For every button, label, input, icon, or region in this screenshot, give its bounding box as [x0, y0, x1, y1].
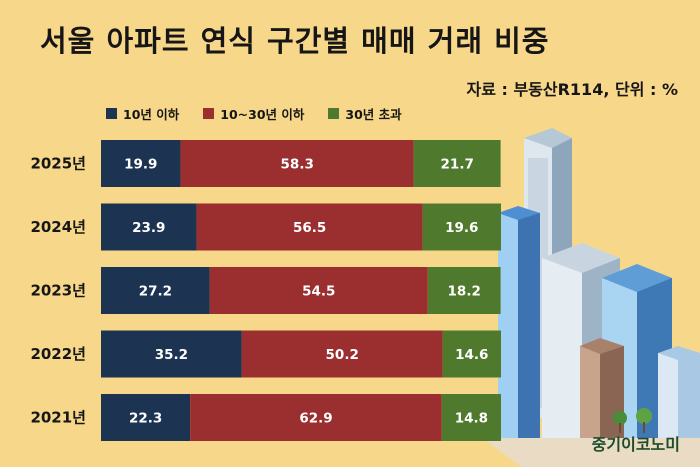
bar-value-label: 19.6	[445, 220, 478, 236]
source-note: 자료 : 부동산R114, 단위 : %	[466, 80, 678, 99]
year-label: 2022년	[30, 345, 86, 363]
year-label: 2025년	[30, 155, 86, 173]
legend-label-10-30y: 10~30년 이하	[220, 107, 305, 122]
bar-value-label: 21.7	[441, 157, 474, 173]
bar-segment-10-30y	[190, 394, 442, 441]
year-label: 2021년	[30, 409, 86, 427]
bar-value-label: 35.2	[155, 347, 188, 363]
year-label: 2023년	[30, 282, 86, 300]
legend-label-10y-under: 10년 이하	[123, 107, 180, 122]
bar-segment-30y-over	[442, 330, 501, 378]
bar-segment-30y-over	[427, 267, 501, 314]
bar-value-label: 50.2	[326, 347, 359, 363]
year-label: 2024년	[30, 218, 86, 236]
bar-value-label: 23.9	[132, 220, 165, 236]
bar-value-label: 14.8	[455, 411, 488, 427]
block-far-right	[658, 346, 700, 438]
legend-label-30y-over: 30년 초과	[345, 107, 402, 122]
city-buildings-illustration	[482, 128, 700, 467]
brand-logo-text: 중기이코노미	[591, 435, 680, 454]
bar-value-label: 58.3	[281, 157, 314, 173]
bar-segment-10y-under	[101, 394, 191, 441]
bar-segment-10-30y	[241, 330, 443, 378]
bar-segment-10-30y	[196, 203, 423, 251]
ground	[482, 438, 700, 467]
legend: 10년 이하 10~30년 이하 30년 초과	[106, 104, 402, 123]
bar-value-label: 14.6	[455, 347, 488, 363]
bar-value-label: 22.3	[129, 411, 162, 427]
bar-value-label: 54.5	[302, 284, 335, 300]
trees	[613, 408, 652, 433]
bar-value-label: 19.9	[124, 157, 157, 173]
bar-value-label: 56.5	[293, 220, 326, 236]
bar-value-label: 27.2	[139, 284, 172, 300]
bar-segment-10y-under	[101, 140, 181, 187]
bar-segment-10y-under	[101, 330, 242, 378]
bar-segment-10y-under	[101, 267, 210, 314]
bar-segment-10-30y	[209, 267, 428, 314]
bar-segment-30y-over	[422, 203, 501, 251]
legend-swatch-10-30y	[203, 108, 215, 119]
legend-swatch-10y-under	[106, 108, 117, 119]
bar-segment-30y-over	[413, 140, 501, 187]
legend-item-10-30y: 10~30년 이하	[203, 104, 304, 123]
bar-segment-10y-under	[101, 203, 197, 251]
building-brown	[580, 338, 624, 448]
bar-value-label: 18.2	[448, 284, 481, 300]
legend-swatch-30y-over	[328, 108, 340, 119]
legend-item-30y-over: 30년 초과	[328, 104, 402, 123]
legend-item-10y-under: 10년 이하	[106, 104, 179, 123]
bar-segment-30y-over	[441, 394, 501, 441]
bar-value-label: 62.9	[299, 411, 332, 427]
bar-segment-10-30y	[180, 140, 414, 187]
chart-title: 서울 아파트 연식 구간별 매매 거래 비중	[40, 24, 550, 58]
tower-left	[498, 206, 540, 438]
